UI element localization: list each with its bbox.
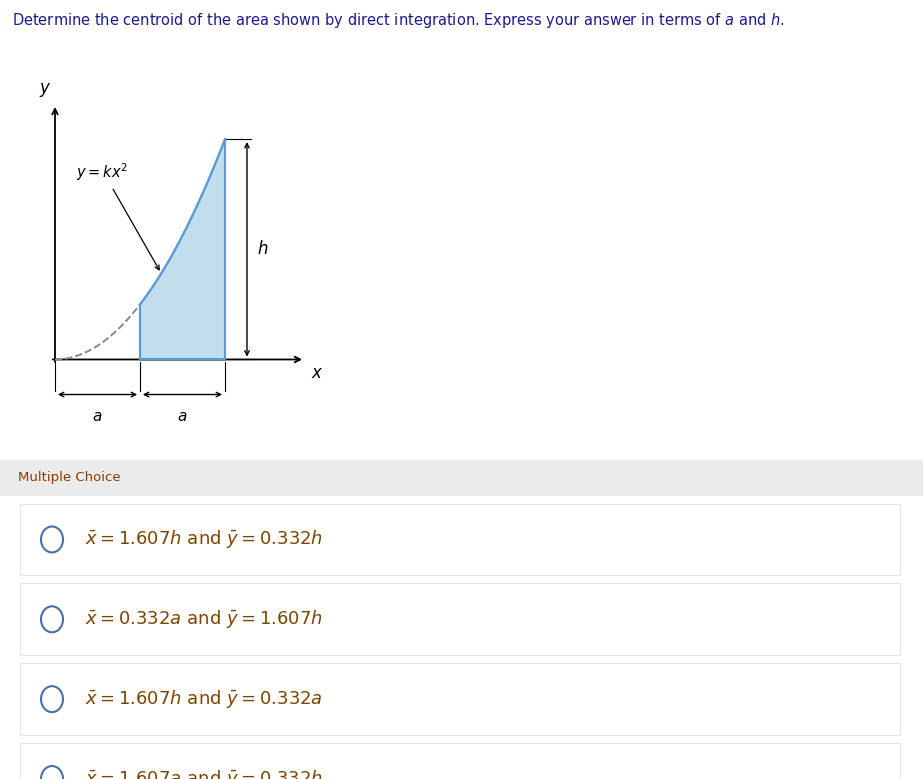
Bar xyxy=(20,583,900,655)
Text: $\bar{x} = 1.607a\ \mathrm{and}\ \bar{y} = 0.332h$: $\bar{x} = 1.607a\ \mathrm{and}\ \bar{y}… xyxy=(85,768,323,779)
Text: Multiple Choice: Multiple Choice xyxy=(18,471,121,484)
Text: $\bar{x} = 1.607h\ \mathrm{and}\ \bar{y} = 0.332h$: $\bar{x} = 1.607h\ \mathrm{and}\ \bar{y}… xyxy=(85,528,323,551)
Bar xyxy=(0,460,923,495)
Bar xyxy=(20,663,900,735)
Polygon shape xyxy=(140,139,225,359)
Bar xyxy=(20,503,900,576)
Text: $h$: $h$ xyxy=(257,241,269,259)
Text: $a$: $a$ xyxy=(177,408,187,424)
Text: $\bar{x} = 1.607h\ \mathrm{and}\ \bar{y} = 0.332a$: $\bar{x} = 1.607h\ \mathrm{and}\ \bar{y}… xyxy=(85,688,323,710)
Text: Determine the centroid of the area shown by direct integration. Express your ans: Determine the centroid of the area shown… xyxy=(12,11,785,30)
Text: $y$: $y$ xyxy=(39,81,52,99)
Text: $\bar{x} = 0.332a\ \mathrm{and}\ \bar{y} = 1.607h$: $\bar{x} = 0.332a\ \mathrm{and}\ \bar{y}… xyxy=(85,608,323,630)
Bar xyxy=(20,743,900,779)
Text: $a$: $a$ xyxy=(92,408,102,424)
Text: $y = kx^2$: $y = kx^2$ xyxy=(76,161,128,183)
Text: $x$: $x$ xyxy=(311,365,323,382)
